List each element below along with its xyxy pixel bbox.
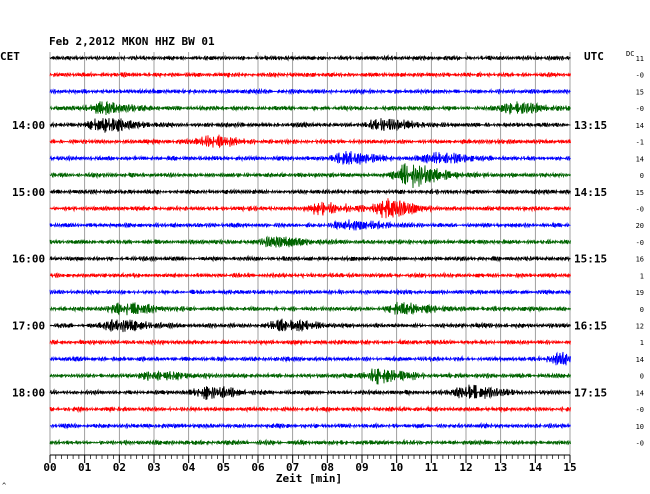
dc-offset-value: 15 <box>636 88 644 96</box>
plot-title: Feb 2,2012 MKON HHZ BW 01 <box>49 35 215 48</box>
x-axis: 00 01 02 03 04 05 06 07 08 09 10 11 12 13 14 15 <box>43 454 577 474</box>
seismic-trace <box>49 405 571 414</box>
seismic-trace <box>49 118 571 133</box>
x-tick-label: 00 <box>43 461 56 474</box>
seismic-trace <box>49 151 571 165</box>
trace-layer <box>49 54 571 447</box>
x-tick-label: 15 <box>563 461 576 474</box>
seismic-trace <box>49 87 571 96</box>
dc-offset-value: -0 <box>636 440 644 448</box>
right-hour-label: 13:15 <box>574 119 607 132</box>
x-tick-label: 09 <box>355 461 368 474</box>
x-tick-label: 05 <box>217 461 230 474</box>
dc-offset-value: 1 <box>640 272 644 280</box>
dc-offset-value: 14 <box>636 389 644 397</box>
dc-offset-value: -0 <box>636 72 644 80</box>
dc-offset-value: 0 <box>640 172 644 180</box>
seismic-trace <box>49 235 571 249</box>
x-tick-label: 08 <box>321 461 334 474</box>
right-hour-label: 14:15 <box>574 186 607 199</box>
x-tick-label: 12 <box>459 461 472 474</box>
dc-offset-value: 0 <box>640 306 644 314</box>
left-hour-label: 16:00 <box>12 253 45 266</box>
seismic-trace <box>49 338 571 346</box>
x-tick-label: 14 <box>529 461 543 474</box>
seismic-trace <box>49 318 571 333</box>
dc-offset-value: -0 <box>636 105 644 113</box>
dc-offset-value: -1 <box>636 139 644 147</box>
dc-offset-value: 12 <box>636 323 644 331</box>
seismic-trace <box>49 288 571 296</box>
seismic-trace <box>49 198 571 219</box>
seismic-trace <box>49 163 571 189</box>
seismic-trace <box>49 134 571 149</box>
seismic-trace <box>49 254 571 263</box>
left-timezone-label: CET <box>0 50 20 63</box>
seismic-trace <box>49 271 571 280</box>
dc-offset-value: 1 <box>640 339 644 347</box>
x-tick-label: 06 <box>251 461 265 474</box>
dc-offset-value: 14 <box>636 356 644 364</box>
dc-offset-value: -0 <box>636 205 644 213</box>
x-tick-label: 04 <box>182 461 196 474</box>
dc-offset-value: 14 <box>636 155 644 163</box>
x-tick-label: 11 <box>425 461 439 474</box>
dc-offset-value: 20 <box>636 222 644 230</box>
left-hour-label: 15:00 <box>12 186 45 199</box>
x-tick-label: 07 <box>286 461 299 474</box>
seismic-trace <box>49 219 571 231</box>
x-tick-label: 03 <box>147 461 160 474</box>
x-tick-label: 02 <box>113 461 126 474</box>
seismic-trace <box>49 368 571 385</box>
left-hour-label: 18:00 <box>12 386 45 399</box>
dc-offset-value: 15 <box>636 189 644 197</box>
grid-layer <box>49 52 571 455</box>
label-layer: 14:00 15:00 16:00 17:00 18:00 13:15 14:15 15:15… <box>12 55 644 448</box>
seismic-trace <box>49 421 571 430</box>
seismic-trace <box>49 351 571 366</box>
dc-offset-value: 19 <box>636 289 644 297</box>
dc-offset-value: 16 <box>636 256 644 264</box>
dc-offset-value: -0 <box>636 406 644 414</box>
right-timezone-label: UTC <box>584 50 604 63</box>
footer-mark: ^ <box>2 482 6 490</box>
dc-offset-value: 14 <box>636 122 644 130</box>
right-hour-label: 17:15 <box>574 386 607 399</box>
dc-offset-value: 11 <box>636 55 644 63</box>
x-tick-label: 13 <box>494 461 507 474</box>
x-axis-label: Zeit [min] <box>276 472 342 485</box>
left-hour-label: 14:00 <box>12 119 45 132</box>
dc-offset-value: -0 <box>636 239 644 247</box>
dc-header: DC <box>626 50 634 58</box>
dc-offset-value: 10 <box>636 423 644 431</box>
seismic-trace <box>49 438 571 447</box>
dc-offset-value: 0 <box>640 373 644 381</box>
left-hour-label: 17:00 <box>12 320 45 333</box>
right-hour-label: 16:15 <box>574 320 607 333</box>
x-tick-label: 01 <box>78 461 92 474</box>
seismic-trace <box>49 188 571 196</box>
right-hour-label: 15:15 <box>574 253 607 266</box>
seismic-trace <box>49 301 571 316</box>
seismic-trace <box>49 384 571 401</box>
seismic-trace <box>49 100 571 116</box>
seismic-trace <box>49 70 571 79</box>
seismic-trace <box>49 54 571 62</box>
x-tick-label: 10 <box>390 461 403 474</box>
